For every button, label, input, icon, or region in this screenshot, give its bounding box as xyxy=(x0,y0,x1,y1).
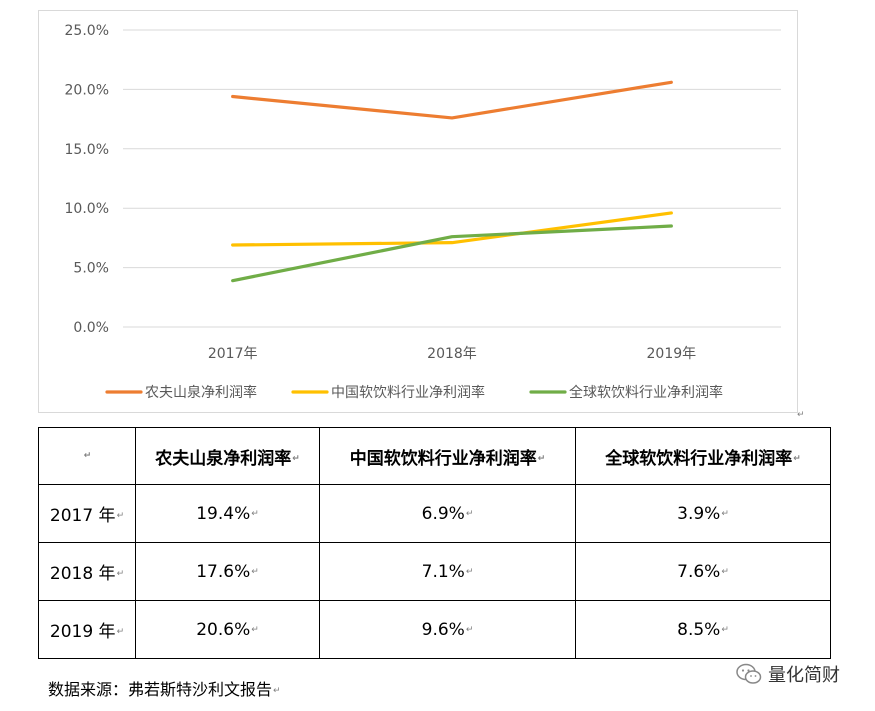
y-tick-label: 15.0% xyxy=(65,142,109,158)
x-tick-label: 2018年 xyxy=(427,346,477,362)
x-tick-label: 2019年 xyxy=(647,346,697,362)
paragraph-mark: ↵ xyxy=(797,410,805,420)
brand-watermark: 量化简财 xyxy=(736,661,840,687)
table-header-row: ↵ 农夫山泉净利润率↵ 中国软饮料行业净利润率↵ 全球软饮料行业净利润率↵ xyxy=(38,427,831,485)
data-table: ↵ 农夫山泉净利润率↵ 中国软饮料行业净利润率↵ 全球软饮料行业净利润率↵ 20… xyxy=(38,427,831,659)
legend-label: 农夫山泉净利润率 xyxy=(145,384,257,401)
table-corner-cell: ↵ xyxy=(38,427,136,485)
source-note: 数据来源：弗若斯特沙利文报告↵ xyxy=(48,680,281,699)
line-chart: 0.0% 5.0% 10.0% 15.0% 20.0% 25.0% 2017年 2018年 20… xyxy=(65,23,781,401)
table-cell: 9.6%↵ xyxy=(319,600,576,659)
table-cell: 7.1%↵ xyxy=(319,542,576,601)
series-line xyxy=(231,211,673,247)
table-cell: 7.6%↵ xyxy=(575,542,831,601)
table-cell: 19.4%↵ xyxy=(135,484,320,543)
table-row: 2017 年↵ 19.4%↵ 6.9%↵ 3.9%↵ xyxy=(38,484,831,543)
y-tick-label: 20.0% xyxy=(65,82,109,98)
y-tick-label: 25.0% xyxy=(65,23,109,39)
table-cell: 20.6%↵ xyxy=(135,600,320,659)
y-tick-label: 5.0% xyxy=(73,261,109,277)
brand-name: 量化简财 xyxy=(768,665,840,686)
x-tick-label: 2017年 xyxy=(208,346,258,362)
row-label-cell: 2019 年↵ xyxy=(38,600,136,659)
legend-label: 中国软饮料行业净利润率 xyxy=(331,384,485,401)
y-tick-label: 0.0% xyxy=(73,320,109,336)
table-header-cell: 中国软饮料行业净利润率↵ xyxy=(319,427,576,485)
series-line xyxy=(231,80,673,120)
series-line xyxy=(231,224,673,283)
table-cell: 6.9%↵ xyxy=(319,484,576,543)
table-cell: 3.9%↵ xyxy=(575,484,831,543)
wechat-icon xyxy=(736,663,762,684)
chart-area: 0.0% 5.0% 10.0% 15.0% 20.0% 25.0% 2017年 2018年 20… xyxy=(38,10,798,413)
y-tick-label: 10.0% xyxy=(65,201,109,217)
legend-label: 全球软饮料行业净利润率 xyxy=(569,384,723,401)
table-cell: 17.6%↵ xyxy=(135,542,320,601)
table-row: 2019 年↵ 20.6%↵ 9.6%↵ 8.5%↵ xyxy=(38,600,831,659)
row-label-cell: 2018 年↵ xyxy=(38,542,136,601)
table-cell: 8.5%↵ xyxy=(575,600,831,659)
table-header-cell: 农夫山泉净利润率↵ xyxy=(135,427,320,485)
table-header-cell: 全球软饮料行业净利润率↵ xyxy=(575,427,831,485)
row-label-cell: 2017 年↵ xyxy=(38,484,136,543)
table-row: 2018 年↵ 17.6%↵ 7.1%↵ 7.6%↵ xyxy=(38,542,831,601)
